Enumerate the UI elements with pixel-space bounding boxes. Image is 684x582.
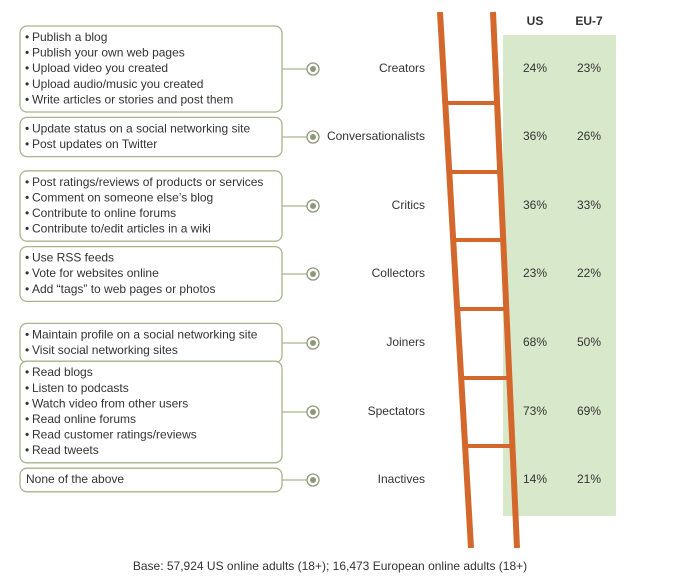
- activity: Update status on a social networking sit…: [32, 121, 250, 135]
- footer: Base: 57,924 US online adults (18+); 16,…: [133, 559, 527, 573]
- us-value: 68%: [523, 335, 547, 349]
- connector-dot-inner: [310, 477, 316, 483]
- bullet: •: [25, 61, 29, 75]
- us-value: 14%: [523, 472, 547, 486]
- eu-value: 21%: [577, 472, 601, 486]
- bullet: •: [25, 46, 29, 60]
- bullet: •: [25, 251, 29, 265]
- eu-value: 26%: [577, 129, 601, 143]
- ladder-rail: [437, 11, 474, 549]
- activity: Upload video you created: [32, 61, 168, 75]
- bullet: •: [25, 77, 29, 91]
- connector-dot-inner: [310, 409, 316, 415]
- activity: Comment on someone else’s blog: [32, 190, 213, 204]
- eu-value: 69%: [577, 404, 601, 418]
- bullet: •: [25, 428, 29, 442]
- activity: Write articles or stories and post them: [32, 92, 233, 106]
- row-label: Conversationalists: [327, 129, 425, 143]
- row-label: Joiners: [386, 335, 425, 349]
- bullet: •: [25, 266, 29, 280]
- activity: Contribute to/edit articles in a wiki: [32, 222, 211, 236]
- activity: Maintain profile on a social networking …: [32, 327, 258, 341]
- bullet: •: [25, 175, 29, 189]
- row-label: Spectators: [368, 404, 425, 418]
- bullet: •: [25, 282, 29, 296]
- bullet: •: [25, 327, 29, 341]
- eu-value: 33%: [577, 198, 601, 212]
- bullet: •: [25, 222, 29, 236]
- bullet: •: [25, 381, 29, 395]
- activity: Listen to podcasts: [32, 381, 129, 395]
- activity: Visit social networking sites: [32, 343, 178, 357]
- activity: Read customer ratings/reviews: [32, 428, 197, 442]
- bullet: •: [25, 92, 29, 106]
- us-value: 24%: [523, 61, 547, 75]
- activity: Vote for websites online: [32, 266, 159, 280]
- activity: Contribute to online forums: [32, 206, 176, 220]
- column-header: US: [527, 14, 544, 28]
- row-label: Inactives: [378, 472, 425, 486]
- row-label: Creators: [379, 61, 425, 75]
- bullet: •: [25, 190, 29, 204]
- eu-value: 50%: [577, 335, 601, 349]
- bullet: •: [25, 443, 29, 457]
- activity: Read blogs: [32, 365, 93, 379]
- bullet: •: [25, 412, 29, 426]
- row-label: Critics: [392, 198, 425, 212]
- row-label: Collectors: [372, 266, 425, 280]
- connector-dot-inner: [310, 134, 316, 140]
- activity: Read tweets: [32, 443, 99, 457]
- connector-dot-inner: [310, 340, 316, 346]
- activity: Upload audio/music you created: [32, 77, 203, 91]
- bullet: •: [25, 121, 29, 135]
- bullet: •: [25, 206, 29, 220]
- bullet: •: [25, 30, 29, 44]
- activity: Add “tags” to web pages or photos: [32, 282, 215, 296]
- activity: Post updates on Twitter: [32, 137, 157, 151]
- connector-dot-inner: [310, 203, 316, 209]
- activity: Read online forums: [32, 412, 136, 426]
- us-value: 23%: [523, 266, 547, 280]
- us-value: 36%: [523, 129, 547, 143]
- activity: Watch video from other users: [32, 396, 188, 410]
- connector-dot-inner: [310, 271, 316, 277]
- us-value: 73%: [523, 404, 547, 418]
- eu-value: 23%: [577, 61, 601, 75]
- data-panel: [503, 35, 616, 516]
- column-header: EU-7: [575, 14, 603, 28]
- activity: Use RSS feeds: [32, 251, 114, 265]
- bullet: •: [25, 365, 29, 379]
- eu-value: 22%: [577, 266, 601, 280]
- activity: Post ratings/reviews of products or serv…: [32, 175, 263, 189]
- us-value: 36%: [523, 198, 547, 212]
- bullet: •: [25, 343, 29, 357]
- bullet: •: [25, 137, 29, 151]
- bullet: •: [25, 396, 29, 410]
- activity: Publish your own web pages: [32, 46, 185, 60]
- activity: Publish a blog: [32, 30, 107, 44]
- connector-dot-inner: [310, 66, 316, 72]
- activity: None of the above: [26, 472, 124, 486]
